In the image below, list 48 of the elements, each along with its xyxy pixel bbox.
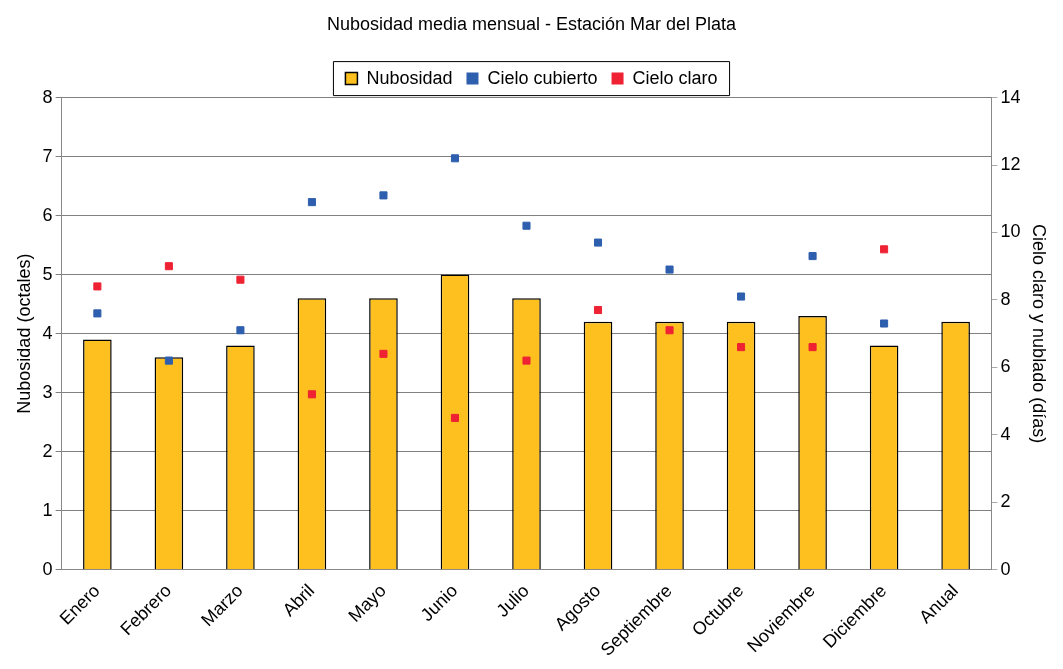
point: [522, 221, 531, 230]
y2-tick-label: 14: [1000, 86, 1021, 107]
point: [307, 390, 316, 399]
point: [164, 356, 173, 365]
point: [450, 154, 460, 163]
y2-tick-label: 2: [1000, 491, 1011, 512]
point: [808, 252, 817, 261]
point: [880, 245, 889, 254]
point: [307, 198, 316, 207]
point: [737, 343, 746, 352]
y2-tick-label: 6: [1000, 356, 1011, 377]
y-axis-title: Nubosidad (octales): [13, 253, 34, 414]
y-tick-label: 1: [42, 499, 53, 520]
point: [593, 238, 603, 247]
x-tick-label: Julio: [492, 580, 533, 621]
chart-title: Nubosidad media mensual - Estación Mar del Plata: [326, 13, 738, 34]
point: [379, 191, 388, 200]
y2-tick-label: 0: [1000, 558, 1011, 579]
y2-axis-title: Cielo claro y nublado (días): [1029, 224, 1050, 444]
y2-tick-label: 4: [1000, 423, 1011, 444]
y-tick-label: 5: [42, 263, 53, 284]
point: [665, 265, 674, 274]
legend-label: Nubosidad: [366, 67, 453, 88]
point: [522, 356, 531, 365]
y-tick-label: 2: [42, 440, 53, 461]
y2-tick-label: 12: [1000, 154, 1021, 174]
y-tick-label: 0: [42, 558, 53, 579]
y-tick-label: 8: [42, 86, 53, 107]
legend-label: Cielo cubierto: [487, 67, 598, 88]
point: [880, 319, 889, 328]
y2-tick-label: 10: [1000, 221, 1021, 242]
y-tick-label: 7: [42, 145, 53, 166]
point: [593, 305, 603, 315]
point: [93, 309, 102, 318]
y-tick-label: 6: [42, 204, 53, 225]
point: [93, 282, 102, 291]
legend-label: Cielo claro: [632, 67, 718, 88]
point: [379, 349, 388, 358]
point: [164, 262, 173, 271]
point: [665, 326, 674, 335]
y2-tick-label: 8: [1000, 288, 1011, 309]
point: [808, 343, 817, 352]
point: [236, 326, 245, 335]
y-tick-label: 3: [42, 381, 53, 402]
y-tick-label: 4: [42, 322, 53, 343]
point: [450, 413, 460, 422]
point: [236, 275, 245, 284]
point: [737, 292, 746, 301]
